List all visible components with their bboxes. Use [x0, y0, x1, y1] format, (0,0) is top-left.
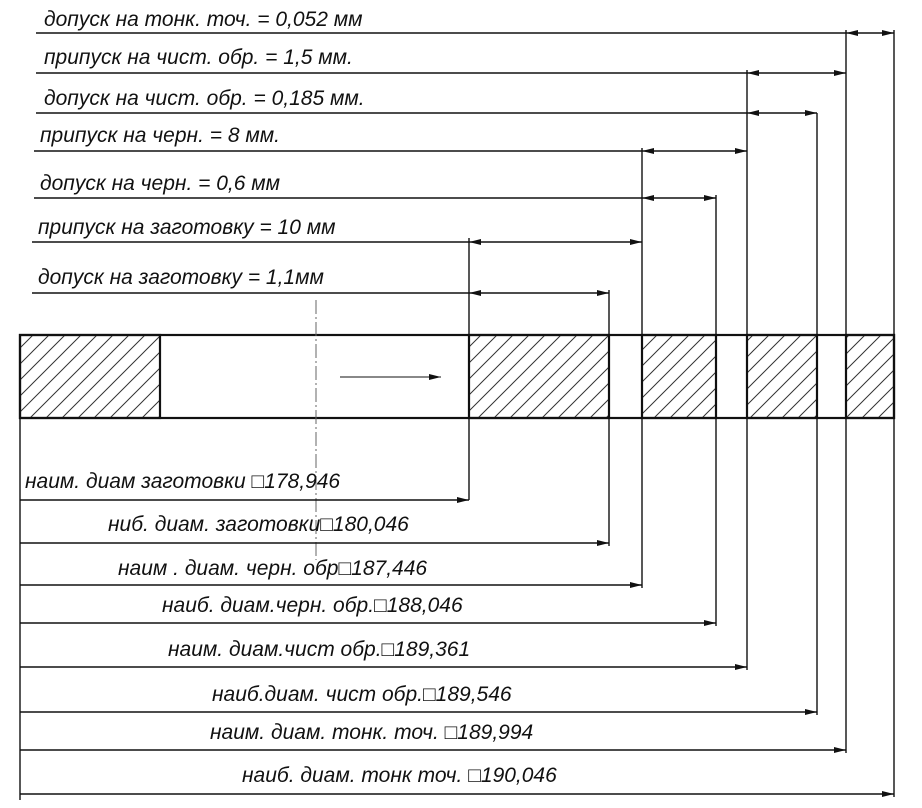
label-min-diameter-blank: наим. диам заготовки □178,946	[25, 470, 340, 493]
label-max-diameter-blank: ниб. диам. заготовки□180,046	[108, 513, 409, 536]
label-min-diameter-finish: наим. диам.чист обр.□189,361	[168, 638, 470, 661]
diameter-labels: наим. диам заготовки □178,946 ниб. диам.…	[25, 470, 557, 787]
label-tolerance-fine-turning: допуск на тонк. точ. = 0,052 мм	[44, 8, 363, 31]
label-allowance-roughing: припуск на черн. = 8 мм.	[40, 124, 280, 147]
hatched-section-3	[640, 333, 718, 420]
label-min-diameter-fine: наим. диам. тонк. точ. □189,994	[210, 721, 533, 744]
diameter-lines	[20, 497, 894, 797]
workpiece	[18, 333, 896, 420]
allowance-labels: допуск на тонк. точ. = 0,052 мм припуск …	[38, 8, 365, 289]
hatched-section-4	[745, 333, 819, 420]
label-allowance-finishing: припуск на чист. обр. = 1,5 мм.	[44, 46, 353, 69]
label-max-diameter-finish: наиб.диам. чист обр.□189,546	[212, 683, 512, 706]
hatched-section-2	[467, 333, 611, 420]
extension-lines	[468, 30, 895, 797]
hatched-section-1	[18, 333, 162, 420]
label-tolerance-finishing: допуск на чист. обр. = 0,185 мм.	[44, 87, 365, 110]
label-allowance-blank: припуск на заготовку = 10 мм	[38, 216, 336, 239]
label-tolerance-blank: допуск на заготовку = 1,1мм	[38, 266, 324, 289]
allowance-leaders	[32, 30, 894, 296]
hatched-section-5	[844, 333, 896, 420]
label-min-diameter-rough: наим . диам. черн. обр□187,446	[118, 557, 427, 580]
label-max-diameter-fine: наиб. диам. тонк точ. □190,046	[242, 764, 557, 787]
label-max-diameter-rough: наиб. диам.черн. обр.□188,046	[162, 594, 463, 617]
label-tolerance-roughing: допуск на черн. = 0,6 мм	[40, 172, 280, 195]
